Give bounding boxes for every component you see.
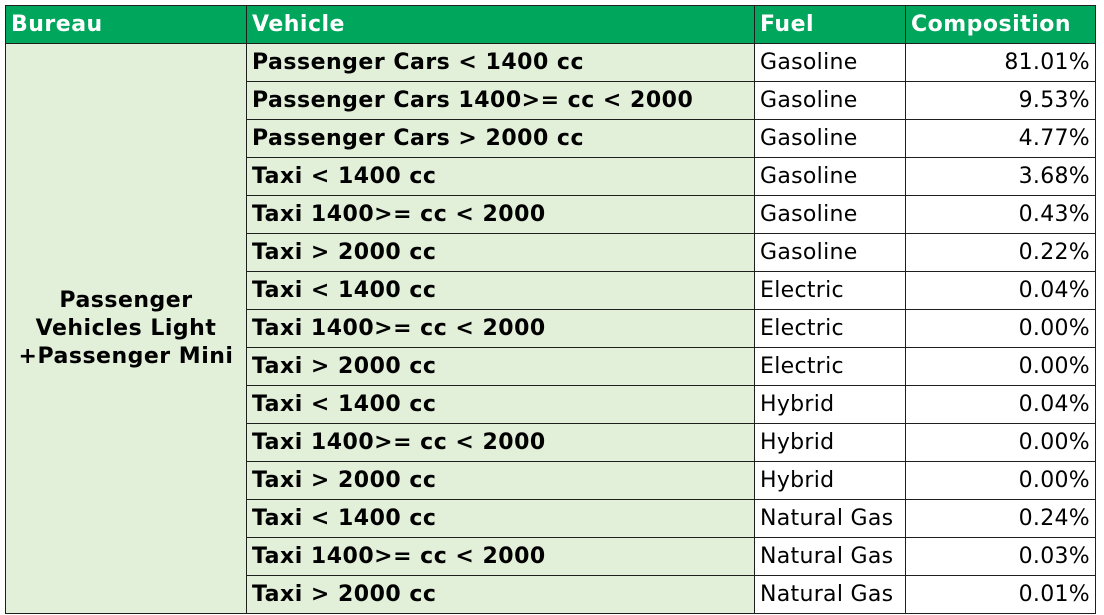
table-row: Taxi < 1400 cc Electric 0.04% [6,271,1096,310]
fuel-cell: Hybrid [754,423,906,462]
vehicle-cell: Passenger Cars < 1400 cc [246,43,755,82]
composition-cell: 0.22% [905,233,1096,272]
composition-cell: 0.00% [905,461,1096,500]
table-row: Taxi < 1400 cc Natural Gas 0.24% [6,499,1096,538]
vehicle-cell: Taxi > 2000 cc [246,233,755,272]
fuel-cell: Natural Gas [754,499,906,538]
vehicle-cell: Taxi > 2000 cc [246,461,755,500]
composition-cell: 9.53% [905,81,1096,120]
composition-cell: 0.00% [905,423,1096,462]
vehicle-cell: Passenger Cars > 2000 cc [246,119,755,158]
vehicle-cell: Taxi 1400>= cc < 2000 [246,195,755,234]
composition-table: Bureau Vehicle Fuel Composition Passenge… [5,5,1096,614]
header-row: Bureau Vehicle Fuel Composition [5,5,1096,44]
fuel-cell: Gasoline [754,195,906,234]
vehicle-cell: Taxi < 1400 cc [246,499,755,538]
composition-cell: 81.01% [905,43,1096,82]
composition-cell: 0.00% [905,309,1096,348]
table-row: Taxi 1400>= cc < 2000 Natural Gas 0.03% [6,537,1096,576]
table-header: Bureau Vehicle Fuel Composition [5,5,1096,44]
fuel-cell: Gasoline [754,81,906,120]
header-composition: Composition [905,5,1096,44]
table-row: Taxi 1400>= cc < 2000 Electric 0.00% [6,309,1096,348]
vehicle-cell: Taxi < 1400 cc [246,385,755,424]
vehicle-cell: Taxi < 1400 cc [246,157,755,196]
table-row: Taxi > 2000 cc Hybrid 0.00% [6,461,1096,500]
table-row: Taxi < 1400 cc Hybrid 0.04% [6,385,1096,424]
table-row: Passenger Cars 1400>= cc < 2000 Gasoline 9… [6,81,1096,120]
table-row: Passenger Cars > 2000 cc Gasoline 4.77% [6,119,1096,158]
fuel-cell: Hybrid [754,461,906,500]
composition-cell: 0.01% [905,575,1096,614]
table-row: Taxi > 2000 cc Gasoline 0.22% [6,233,1096,272]
composition-cell: 0.04% [905,271,1096,310]
composition-cell: 0.03% [905,537,1096,576]
fuel-cell: Electric [754,309,906,348]
table-row: Taxi < 1400 cc Gasoline 3.68% [6,157,1096,196]
header-fuel: Fuel [754,5,906,44]
composition-cell: 3.68% [905,157,1096,196]
header-bureau: Bureau [5,5,247,44]
table-row: Passenger Vehicles Light +Passenger Mini… [5,43,1096,614]
bureau-cell: Passenger Vehicles Light +Passenger Mini [5,43,247,614]
composition-cell: 0.04% [905,385,1096,424]
composition-cell: 0.24% [905,499,1096,538]
vehicle-cell: Taxi < 1400 cc [246,271,755,310]
table-body: Passenger Vehicles Light +Passenger Mini… [5,43,1096,614]
vehicle-cell: Taxi > 2000 cc [246,575,755,614]
composition-cell: 0.00% [905,347,1096,386]
vehicle-cell: Taxi > 2000 cc [246,347,755,386]
fuel-cell: Hybrid [754,385,906,424]
composition-table-container: Bureau Vehicle Fuel Composition Passenge… [5,5,1096,614]
fuel-cell: Electric [754,347,906,386]
composition-cell: 4.77% [905,119,1096,158]
header-vehicle: Vehicle [246,5,755,44]
vehicle-cell: Passenger Cars 1400>= cc < 2000 [246,81,755,120]
fuel-cell: Electric [754,271,906,310]
table-row: Taxi > 2000 cc Natural Gas 0.01% [6,575,1096,614]
fuel-cell: Gasoline [754,157,906,196]
vehicle-cell: Taxi 1400>= cc < 2000 [246,423,755,462]
composition-cell: 0.43% [905,195,1096,234]
fuel-cell: Gasoline [754,43,906,82]
vehicle-cell: Taxi 1400>= cc < 2000 [246,309,755,348]
table-row: Taxi > 2000 cc Electric 0.00% [6,347,1096,386]
vehicle-cell: Taxi 1400>= cc < 2000 [246,537,755,576]
table-row: Taxi 1400>= cc < 2000 Gasoline 0.43% [6,195,1096,234]
fuel-cell: Natural Gas [754,537,906,576]
fuel-cell: Natural Gas [754,575,906,614]
fuel-cell: Gasoline [754,119,906,158]
fuel-cell: Gasoline [754,233,906,272]
